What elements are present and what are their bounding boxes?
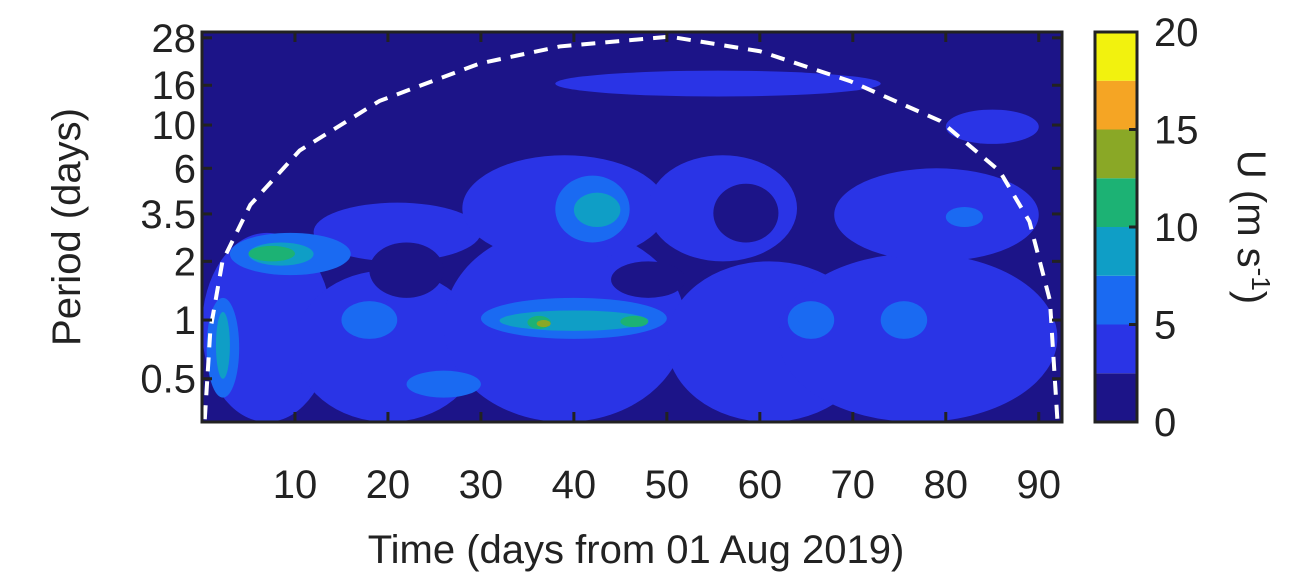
y-tick-label: 1 [174,299,196,343]
colorbar-segment [1095,178,1137,227]
contour-region [787,301,835,339]
y-tick-label: 10 [152,104,197,148]
colorbar-segment [1095,129,1137,179]
x-tick-label: 60 [738,463,783,507]
colorbar-tick-label: 10 [1154,206,1199,250]
y-tick-label: 6 [174,147,196,191]
contour-region [778,253,1058,422]
colorbar-segment [1095,32,1137,81]
x-tick-label: 50 [645,463,690,507]
x-tick-label: 80 [924,463,969,507]
colorbar-segment [1095,324,1137,374]
plot-frame [200,30,1064,424]
y-tick-label: 0.5 [140,358,196,402]
y-tick-label: 3.5 [140,193,196,237]
x-tick-label: 40 [552,463,597,507]
contour-field [202,32,1062,422]
contour-region [713,183,779,243]
colorbar-tick-label: 5 [1154,304,1176,348]
y-tick-label: 16 [152,64,197,108]
contour-region [248,245,295,262]
colorbar-label-text: U (m s [1229,150,1273,268]
y-tick-label: 2 [174,240,196,284]
contour-region [620,315,649,328]
x-tick-label: 20 [366,463,411,507]
x-axis-label: Time (days from 01 Aug 2019) [368,528,905,572]
contour-region [341,301,398,339]
contour-region [536,320,551,328]
x-tick-label: 30 [459,463,504,507]
contour-region [945,206,983,227]
colorbar-segment [1095,227,1137,276]
contour-region [406,370,481,398]
x-tick-label: 90 [1017,463,1062,507]
contour-region [555,70,881,97]
contour-region [611,261,686,298]
contour-region [573,192,621,227]
colorbar-tick-label: 15 [1154,109,1199,153]
contour-region [834,168,1039,262]
colorbar-segment [1095,80,1137,130]
colorbar-segment [1095,373,1137,422]
x-tick-label: 70 [831,463,876,507]
colorbar-segment [1095,275,1137,325]
colorbar-tick-label: 20 [1154,11,1199,55]
colorbar-label: U (m s-1) [1229,150,1276,304]
contour-region [215,311,230,379]
contour-region [880,301,928,339]
contour-region [369,242,444,298]
colorbar-tick-label: 0 [1154,401,1176,445]
colorbar-label-end: ) [1229,291,1273,304]
x-tick-label: 10 [273,463,318,507]
y-axis-label: Period (days) [45,108,89,346]
cone-of-influence [202,34,1060,420]
contour-region [945,109,1039,144]
y-tick-label: 28 [152,17,197,61]
contour-region [313,202,481,262]
colorbar-label-sup: -1 [1246,268,1276,291]
